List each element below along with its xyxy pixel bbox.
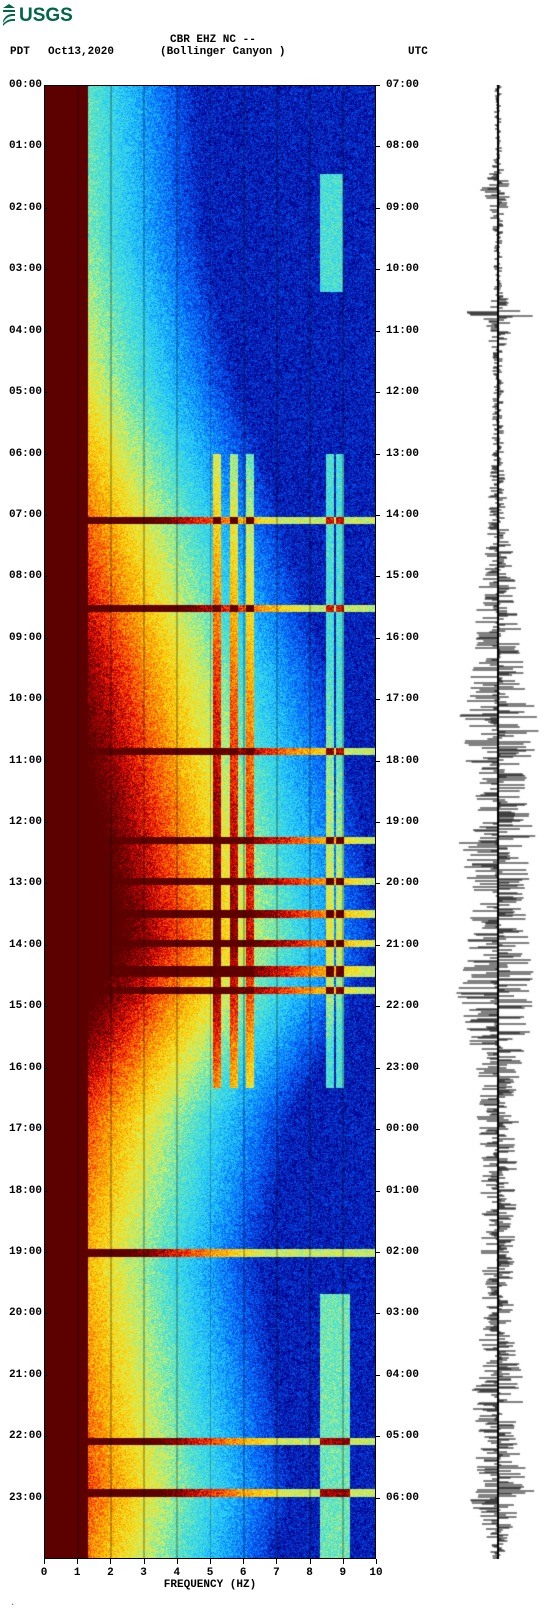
utc-tick-label: 15:00	[386, 570, 419, 582]
utc-tick-label: 13:00	[386, 448, 419, 460]
frequency-axis: FREQUENCY (HZ) 012345678910	[44, 1559, 376, 1589]
pdt-tick-label: 18:00	[9, 1185, 42, 1197]
pdt-tick-label: 20:00	[9, 1307, 42, 1319]
utc-tick-label: 09:00	[386, 202, 419, 214]
pdt-tick-label: 09:00	[9, 632, 42, 644]
pdt-axis: 00:0001:0002:0003:0004:0005:0006:0007:00…	[0, 85, 44, 1559]
freq-tick-label: 0	[41, 1567, 48, 1579]
freq-tick-label: 3	[140, 1567, 147, 1579]
footer-mark: .	[10, 1598, 15, 1608]
freq-tick-label: 2	[107, 1567, 114, 1579]
utc-tick-label: 22:00	[386, 1000, 419, 1012]
utc-tick-label: 06:00	[386, 1492, 419, 1504]
station-name: (Bollinger Canyon )	[160, 46, 285, 58]
utc-tick-label: 04:00	[386, 1369, 419, 1381]
pdt-tick-label: 04:00	[9, 325, 42, 337]
pdt-tick-label: 02:00	[9, 202, 42, 214]
utc-tick-label: 18:00	[386, 755, 419, 767]
seismogram-plot	[453, 85, 543, 1559]
pdt-tick-label: 08:00	[9, 570, 42, 582]
freq-tick-label: 6	[240, 1567, 247, 1579]
freq-tick-label: 5	[207, 1567, 214, 1579]
freq-tick-label: 4	[173, 1567, 180, 1579]
pdt-tick-label: 15:00	[9, 1000, 42, 1012]
pdt-tick-label: 13:00	[9, 877, 42, 889]
freq-tick-label: 8	[306, 1567, 313, 1579]
station-code: CBR EHZ NC --	[170, 34, 256, 46]
utc-tick-label: 08:00	[386, 140, 419, 152]
freq-tick-label: 7	[273, 1567, 280, 1579]
pdt-tick-label: 22:00	[9, 1430, 42, 1442]
spectrogram-plot	[44, 85, 376, 1559]
utc-tick-label: 20:00	[386, 877, 419, 889]
utc-tick-label: 05:00	[386, 1430, 419, 1442]
pdt-tick-label: 21:00	[9, 1369, 42, 1381]
pdt-tick-label: 19:00	[9, 1246, 42, 1258]
utc-tick-label: 16:00	[386, 632, 419, 644]
seismogram-canvas	[453, 85, 543, 1559]
utc-tick-label: 03:00	[386, 1307, 419, 1319]
pdt-tick-label: 03:00	[9, 263, 42, 275]
utc-tick-label: 21:00	[386, 939, 419, 951]
pdt-tick-label: 05:00	[9, 386, 42, 398]
freq-tick-label: 1	[74, 1567, 81, 1579]
pdt-tick-label: 12:00	[9, 816, 42, 828]
utc-tick-label: 02:00	[386, 1246, 419, 1258]
pdt-tick-label: 11:00	[9, 755, 42, 767]
pdt-tick-label: 14:00	[9, 939, 42, 951]
utc-tick-label: 14:00	[386, 509, 419, 521]
utc-tick-label: 00:00	[386, 1123, 419, 1135]
freq-tick-label: 9	[339, 1567, 346, 1579]
utc-axis: 07:0008:0009:0010:0011:0012:0013:0014:00…	[376, 85, 436, 1559]
utc-tick-label: 07:00	[386, 79, 419, 91]
spectrogram-canvas	[44, 85, 376, 1559]
utc-tick-label: 11:00	[386, 325, 419, 337]
utc-tick-label: 01:00	[386, 1185, 419, 1197]
utc-tick-label: 10:00	[386, 263, 419, 275]
pdt-label: PDT	[10, 46, 30, 58]
usgs-logo: USGS	[2, 2, 102, 26]
utc-tick-label: 19:00	[386, 816, 419, 828]
pdt-tick-label: 00:00	[9, 79, 42, 91]
date-label: Oct13,2020	[48, 46, 114, 58]
pdt-tick-label: 17:00	[9, 1123, 42, 1135]
pdt-tick-label: 06:00	[9, 448, 42, 460]
pdt-tick-label: 10:00	[9, 693, 42, 705]
utc-tick-label: 17:00	[386, 693, 419, 705]
pdt-tick-label: 01:00	[9, 140, 42, 152]
freq-tick-label: 10	[369, 1567, 382, 1579]
pdt-tick-label: 16:00	[9, 1062, 42, 1074]
plot-header: PDT Oct13,2020 CBR EHZ NC -- (Bollinger …	[0, 30, 552, 70]
utc-tick-label: 12:00	[386, 386, 419, 398]
utc-label: UTC	[408, 46, 428, 58]
frequency-axis-label: FREQUENCY (HZ)	[164, 1579, 256, 1591]
pdt-tick-label: 07:00	[9, 509, 42, 521]
utc-tick-label: 23:00	[386, 1062, 419, 1074]
pdt-tick-label: 23:00	[9, 1492, 42, 1504]
usgs-text: USGS	[19, 5, 73, 26]
